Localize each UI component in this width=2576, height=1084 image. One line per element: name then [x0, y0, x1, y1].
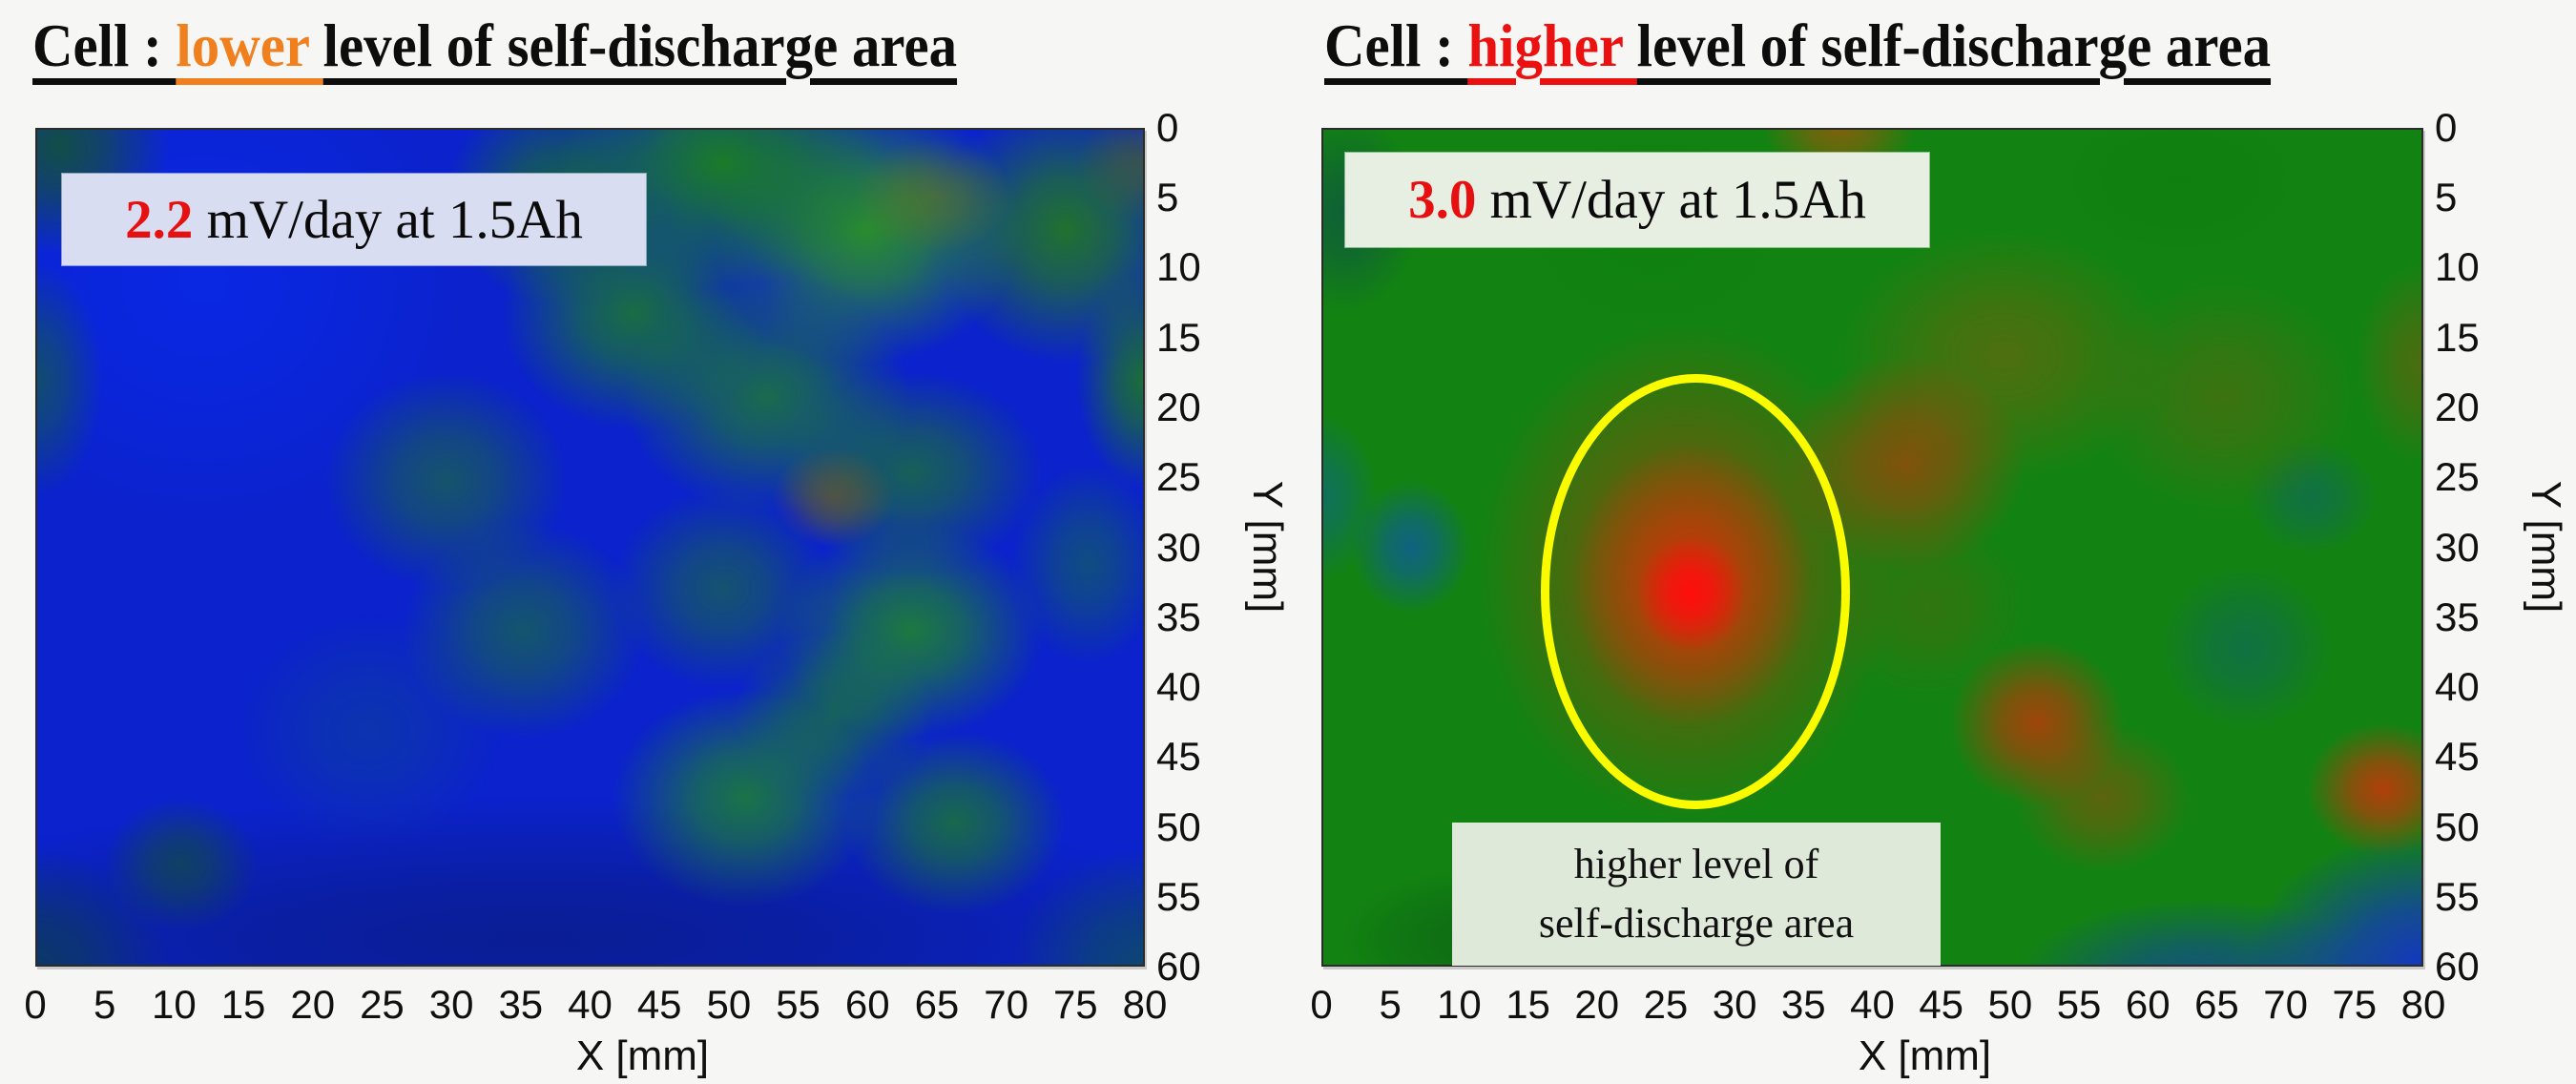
y-tick-label: 5: [1156, 175, 1179, 220]
x-tick-label: 20: [290, 982, 336, 1027]
x-axis-label-left: X [mm]: [575, 1032, 710, 1079]
x-tick-label: 75: [1052, 982, 1098, 1027]
title-suffix: level of self-discharge area: [322, 11, 958, 79]
title-prefix: Cell :: [1324, 11, 1468, 79]
x-tick-label: 80: [1122, 982, 1168, 1027]
y-axis-label-left: Y [mm]: [1244, 480, 1291, 614]
x-tick-label: 60: [844, 982, 890, 1027]
x-tick-label: 0: [24, 982, 47, 1027]
x-tick-label: 35: [498, 982, 544, 1027]
y-tick-label: 40: [1156, 663, 1201, 709]
x-tick-label: 80: [2400, 982, 2446, 1027]
x-tick-label: 15: [1506, 982, 1550, 1027]
x-tick-label: 25: [1643, 982, 1689, 1027]
hotspot-ellipse-marker: [1541, 374, 1850, 809]
callout-higher-self-discharge: higher level of self-discharge area: [1452, 823, 1941, 966]
x-tick-label: 50: [1987, 982, 2033, 1027]
y-tick-label: 60: [1156, 944, 1201, 989]
y-tick-label: 0: [2435, 105, 2458, 150]
x-tick-label: 35: [1780, 982, 1826, 1027]
x-tick-label: 30: [1712, 982, 1757, 1027]
x-tick-label: 45: [1919, 982, 1964, 1027]
y-tick-label: 0: [1156, 105, 1179, 150]
annotation-value: 3.0: [1408, 170, 1477, 230]
y-axis-label-right: Y [mm]: [2523, 480, 2569, 614]
y-tick-label: 30: [2435, 524, 2480, 570]
annotation-box-lower: 2.2 mV/day at 1.5Ah: [62, 174, 646, 265]
y-tick-label: 35: [2435, 594, 2480, 639]
x-tick-label: 5: [1379, 982, 1402, 1027]
title-suffix: level of self-discharge area: [1636, 11, 2272, 79]
x-tick-label: 10: [152, 982, 197, 1027]
y-tick-label: 50: [1156, 803, 1201, 849]
x-axis-ticks-left: 0 5 10 15 20 25 30 35 40 45 50 55 60 65 70 75 80: [24, 982, 1167, 1032]
heatmap-lower-cell: 2.2 mV/day at 1.5Ah: [35, 128, 1145, 967]
x-tick-label: 60: [2125, 982, 2171, 1027]
y-tick-label: 60: [2435, 944, 2480, 989]
y-tick-label: 40: [2435, 663, 2480, 709]
y-tick-label: 20: [2435, 384, 2480, 429]
x-tick-label: 15: [220, 982, 266, 1027]
x-tick-label: 0: [1310, 982, 1333, 1027]
y-tick-label: 15: [1156, 314, 1201, 360]
x-tick-label: 40: [1850, 982, 1895, 1027]
x-tick-label: 65: [2194, 982, 2239, 1027]
heatmap-higher-cell: 3.0 mV/day at 1.5Ah higher level of self…: [1321, 128, 2423, 967]
x-tick-label: 50: [706, 982, 752, 1027]
x-tick-label: 65: [914, 982, 960, 1027]
y-tick-label: 45: [2435, 734, 2480, 780]
title-prefix: Cell :: [32, 11, 177, 79]
y-axis-ticks-right: 0 5 10 15 20 25 30 35 40 45 50 55 60: [2435, 108, 2530, 987]
y-tick-label: 45: [1156, 734, 1201, 780]
y-tick-label: 20: [1156, 384, 1201, 429]
x-tick-label: 55: [776, 982, 821, 1027]
x-axis-label-right: X [mm]: [1858, 1032, 1992, 1079]
y-tick-label: 5: [2435, 175, 2458, 220]
y-axis-ticks-left: 0 5 10 15 20 25 30 35 40 45 50 55 60: [1156, 108, 1252, 987]
title-lower-cell: Cell : lower level of self-discharge are…: [32, 6, 957, 86]
x-tick-label: 5: [93, 982, 116, 1027]
annotation-box-higher: 3.0 mV/day at 1.5Ah: [1345, 153, 1929, 247]
x-tick-label: 55: [2056, 982, 2102, 1027]
x-axis-ticks-right: 0 5 10 15 20 25 30 35 40 45 50 55 60 65 70 75 80: [1310, 982, 2445, 1032]
title-highlight-lower: lower: [176, 11, 323, 79]
x-tick-label: 70: [2263, 982, 2308, 1027]
y-tick-label: 15: [2435, 314, 2480, 360]
y-tick-label: 10: [2435, 244, 2480, 290]
y-tick-label: 55: [2435, 873, 2480, 919]
y-tick-label: 35: [1156, 594, 1201, 639]
y-tick-label: 25: [1156, 454, 1201, 500]
x-tick-label: 10: [1437, 982, 1482, 1027]
annotation-unit: mV/day at 1.5Ah: [1476, 170, 1866, 230]
y-tick-label: 10: [1156, 244, 1201, 290]
callout-line1: higher level of: [1573, 840, 1819, 887]
y-tick-label: 30: [1156, 524, 1201, 570]
title-higher-cell: Cell : higher level of self-discharge ar…: [1324, 6, 2271, 86]
y-tick-label: 55: [1156, 873, 1201, 919]
callout-line2: self-discharge area: [1538, 900, 1855, 947]
annotation-value: 2.2: [125, 189, 194, 250]
y-tick-label: 50: [2435, 803, 2480, 849]
x-tick-label: 20: [1574, 982, 1620, 1027]
title-highlight-higher: higher: [1467, 11, 1637, 79]
annotation-unit: mV/day at 1.5Ah: [193, 189, 583, 250]
x-tick-label: 25: [360, 982, 405, 1027]
y-tick-label: 25: [2435, 454, 2480, 500]
x-tick-label: 30: [428, 982, 474, 1027]
x-tick-label: 45: [636, 982, 682, 1027]
x-tick-label: 40: [568, 982, 613, 1027]
x-tick-label: 70: [984, 982, 1028, 1027]
x-tick-label: 75: [2332, 982, 2378, 1027]
